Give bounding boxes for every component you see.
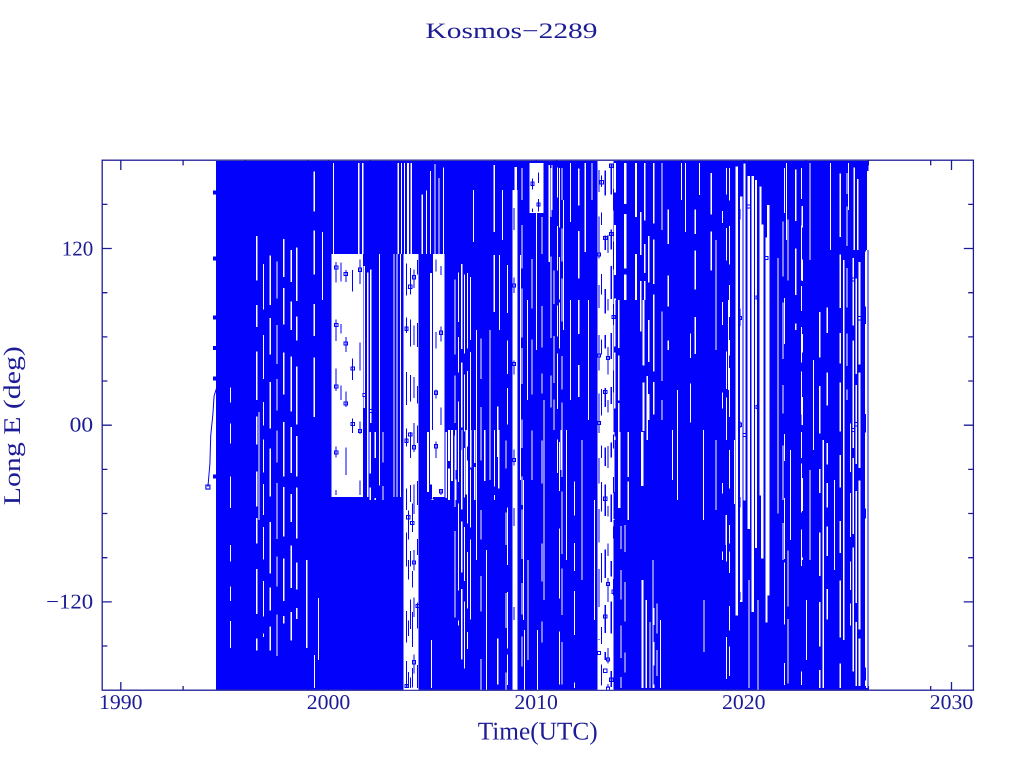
svg-text:2020: 2020: [722, 690, 766, 714]
svg-text:2010: 2010: [514, 690, 558, 714]
svg-text:Long E (deg): Long E (deg): [0, 346, 26, 505]
svg-text:00: 00: [70, 412, 94, 436]
svg-text:Kosmos−2289: Kosmos−2289: [426, 18, 598, 43]
svg-text:2030: 2030: [930, 690, 974, 714]
svg-text:Time(UTC): Time(UTC): [478, 717, 598, 746]
svg-text:120: 120: [62, 237, 94, 261]
svg-text:2000: 2000: [307, 690, 351, 714]
svg-text:1990: 1990: [99, 690, 143, 714]
svg-text:−120: −120: [46, 589, 93, 613]
